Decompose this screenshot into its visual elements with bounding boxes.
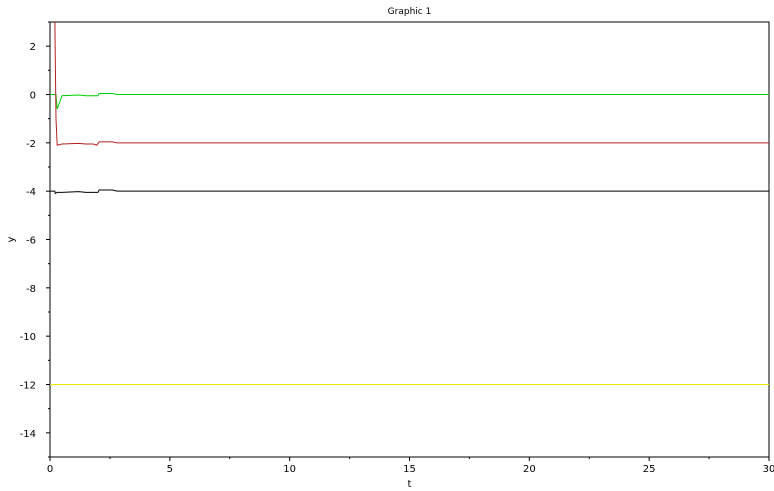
- series-line-2: [54, 22, 769, 146]
- series-layer: [50, 22, 769, 385]
- x-tick-label: 30: [763, 464, 774, 475]
- plot-frame: [49, 21, 770, 458]
- chart-title: Graphic 1: [388, 7, 432, 17]
- y-axis: 2 0 -2 -4 -6 -8 -10 -12 -14: [20, 21, 50, 458]
- x-tick-label: 0: [47, 464, 53, 475]
- y-tick-label: -14: [20, 429, 36, 440]
- y-tick-label: -2: [26, 139, 36, 150]
- y-tick-label: -10: [20, 332, 36, 343]
- x-tick-label: 5: [167, 464, 173, 475]
- y-tick-label: -12: [20, 381, 36, 392]
- y-tick-label: -6: [26, 236, 36, 247]
- x-tick-label: 15: [403, 464, 416, 475]
- y-tick-label: 2: [30, 42, 36, 53]
- y-tick-label: -8: [26, 284, 36, 295]
- x-tick-label: 10: [283, 464, 296, 475]
- series-line-3: [50, 189, 769, 195]
- series-line-1: [50, 93, 769, 110]
- x-axis: 0 5 10 15 20 25 30: [47, 457, 774, 475]
- x-tick-label: 25: [643, 464, 656, 475]
- y-tick-label: -4: [26, 187, 36, 198]
- plot-area-border: [49, 21, 770, 458]
- y-axis-label: y: [6, 236, 17, 242]
- x-tick-label: 20: [523, 464, 536, 475]
- x-axis-label: t: [408, 479, 412, 490]
- y-tick-label: 0: [30, 91, 36, 102]
